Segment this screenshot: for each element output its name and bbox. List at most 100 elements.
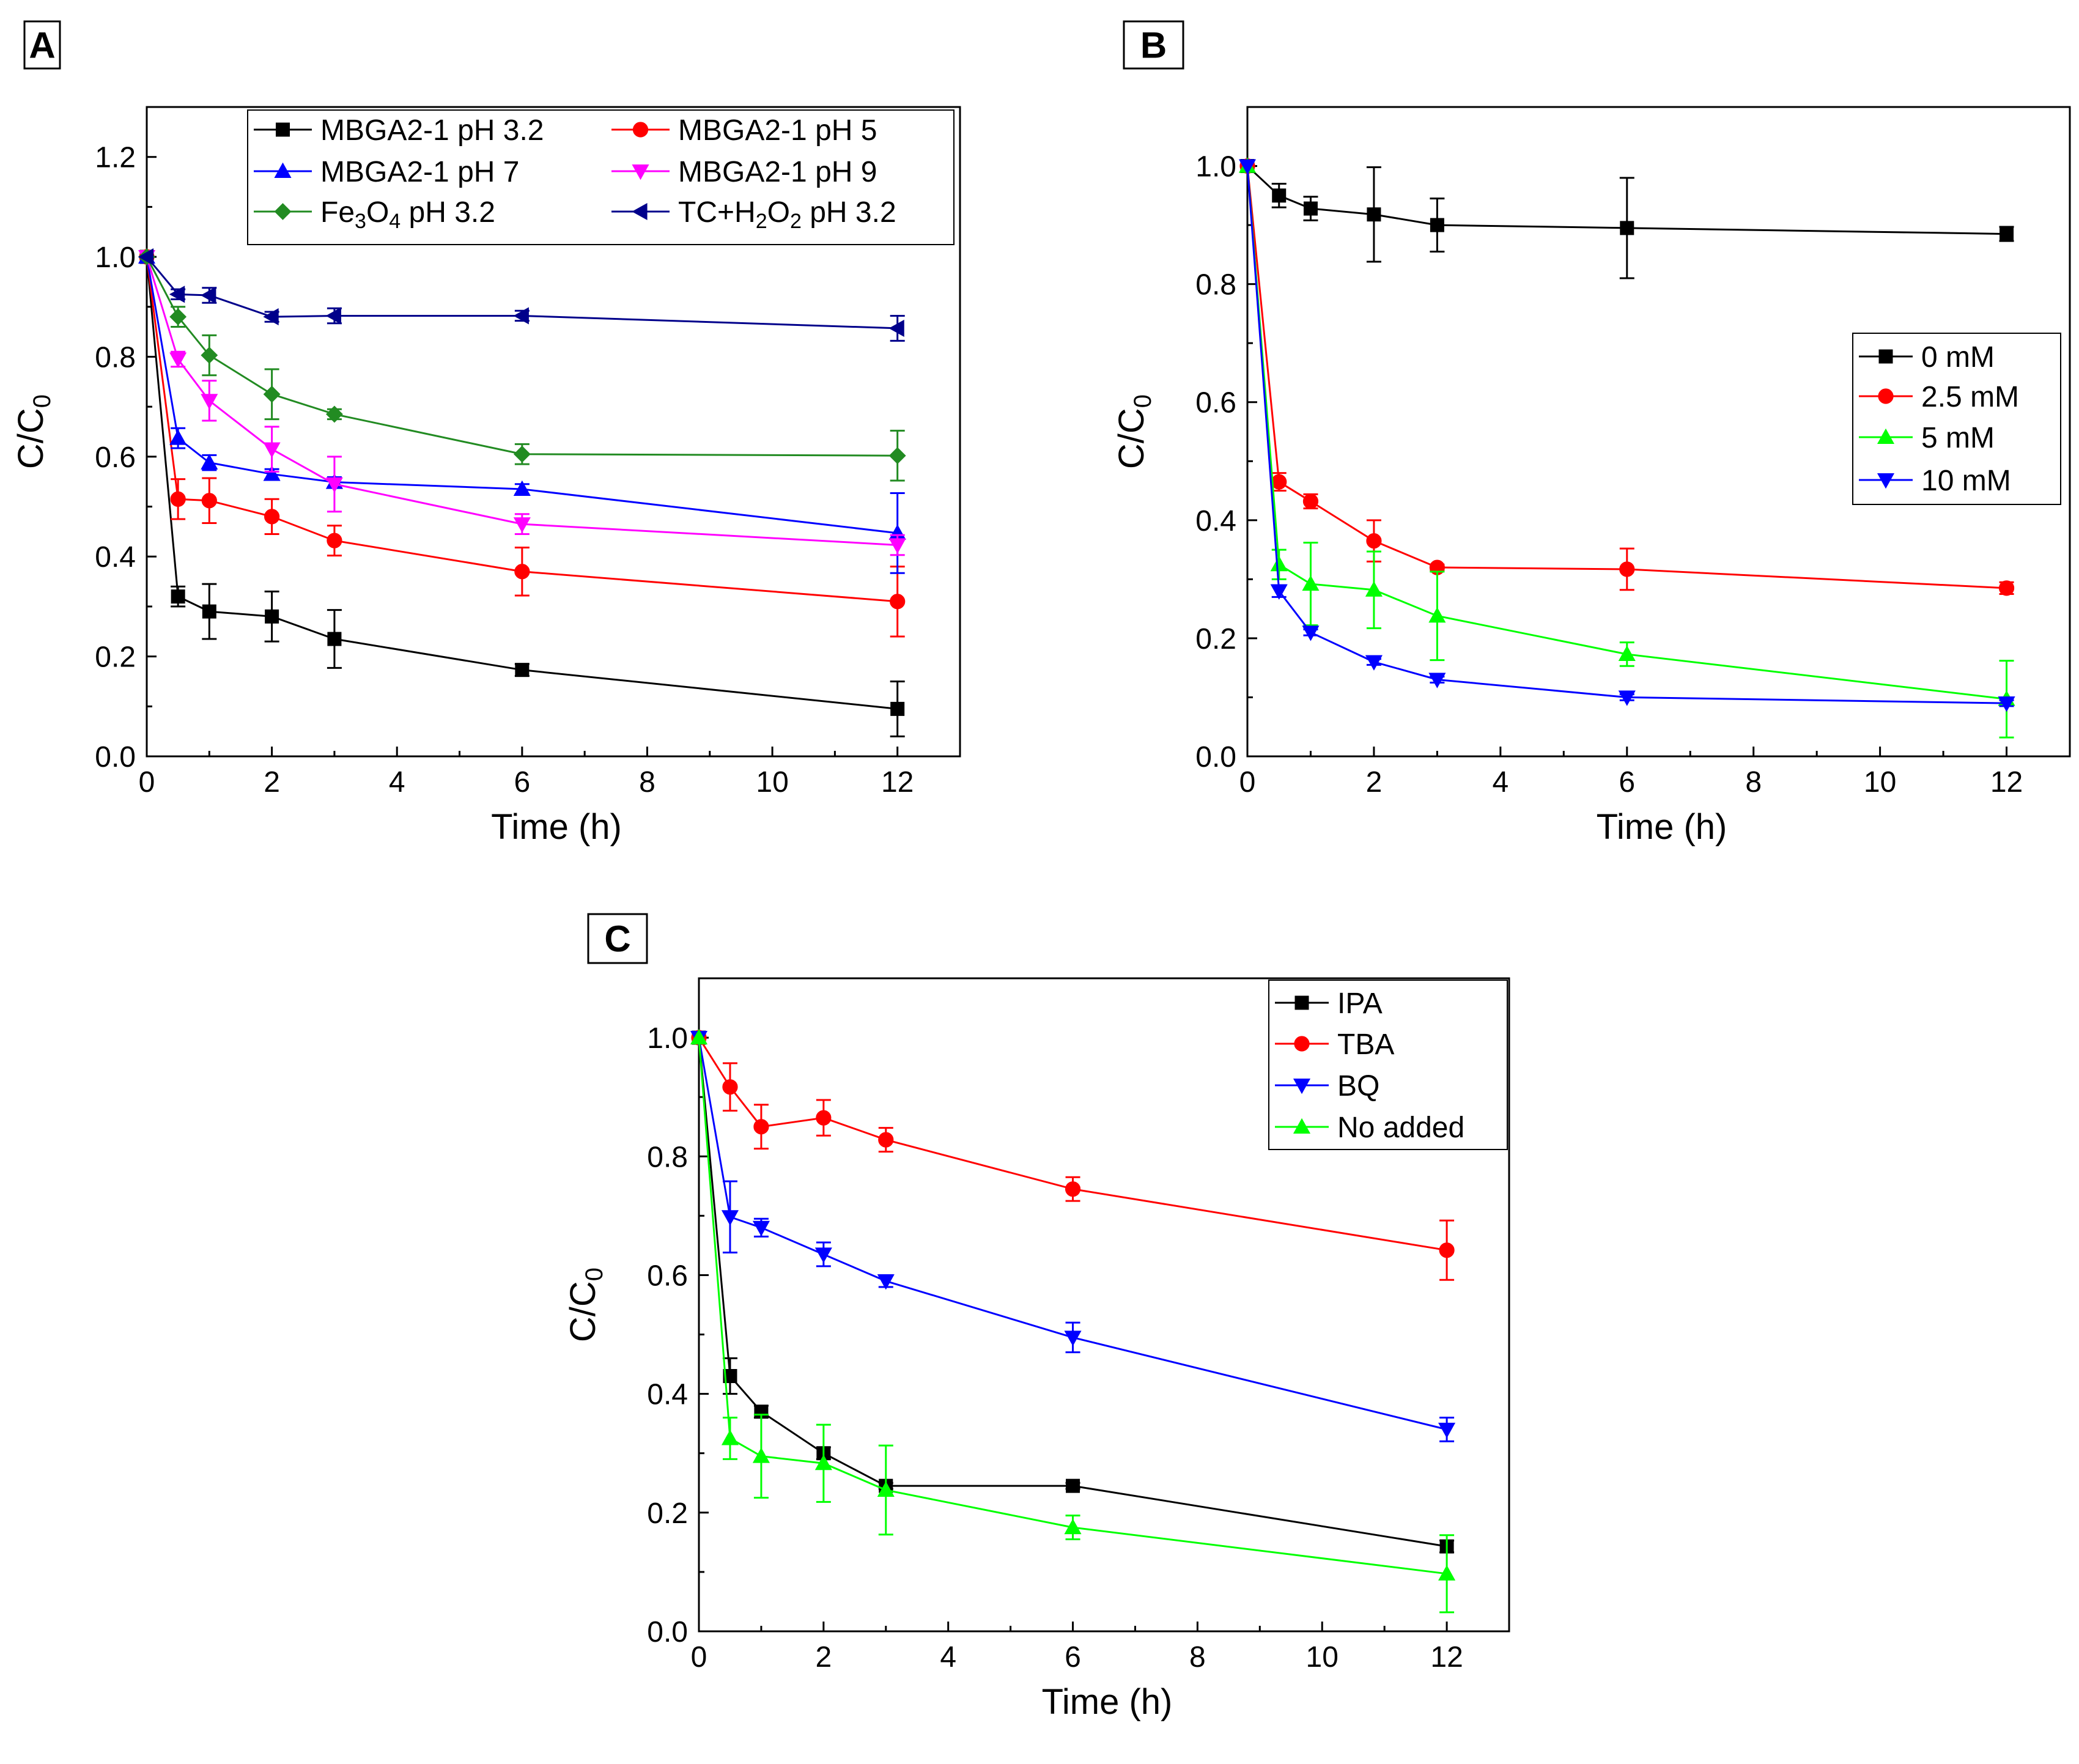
data-point	[201, 347, 218, 364]
x-tick-label: 0	[691, 1641, 707, 1674]
data-point	[264, 509, 280, 525]
legend-marker	[274, 203, 292, 220]
legend-label: 0 mM	[1921, 341, 1995, 374]
x-axis-title: Time (h)	[1597, 807, 1727, 847]
legend: IPA TBA BQ No added	[1268, 980, 1508, 1150]
data-point	[1430, 218, 1444, 232]
x-tick-label: 0	[1239, 766, 1256, 799]
y-tick-label: 0.0	[95, 741, 136, 773]
x-tick-label: 10	[1306, 1641, 1339, 1674]
series-tba	[691, 1030, 1455, 1281]
legend-label: No added	[1337, 1112, 1464, 1144]
data-point	[201, 493, 217, 509]
data-point	[263, 308, 279, 326]
data-point	[752, 1447, 770, 1463]
data-point	[265, 609, 279, 624]
data-point	[752, 1220, 770, 1237]
data-point	[2000, 227, 2014, 242]
y-tick-label: 0.4	[647, 1379, 688, 1411]
data-point	[1428, 607, 1446, 623]
data-point	[1998, 696, 2015, 712]
data-point	[1303, 201, 1318, 216]
x-tick-label: 4	[940, 1641, 956, 1674]
legend-label: 2.5 mM	[1921, 381, 2019, 413]
data-point	[1365, 655, 1383, 671]
y-tick-label: 0.0	[647, 1616, 688, 1648]
legend-marker	[274, 162, 292, 179]
data-point	[721, 1210, 739, 1226]
panel-letter-box	[23, 20, 61, 70]
data-point	[690, 1028, 708, 1045]
data-point	[890, 594, 906, 610]
data-point	[1439, 1242, 1455, 1258]
legend-label: MBGA2-1 pH 5	[678, 114, 877, 147]
legend-label: Fe3O4 pH 3.2	[320, 196, 495, 233]
plot-frame	[146, 106, 961, 758]
data-point	[1064, 1518, 1082, 1535]
data-point	[814, 1455, 832, 1471]
data-point	[888, 538, 906, 554]
data-point	[888, 319, 904, 337]
data-point	[1998, 580, 2015, 596]
series-10-mm	[1238, 159, 2015, 712]
data-point	[1619, 561, 1635, 577]
series-mbga2-1-ph-3-2	[139, 249, 905, 737]
data-point	[169, 352, 187, 368]
legend-marker	[632, 164, 649, 180]
x-tick-label: 4	[389, 766, 405, 799]
legend-label: 5 mM	[1921, 422, 1995, 454]
data-point	[1302, 575, 1320, 591]
plot-frame	[698, 977, 1510, 1633]
x-tick-label: 10	[1864, 766, 1896, 799]
data-point	[201, 286, 216, 304]
legend-label: BQ	[1337, 1070, 1379, 1102]
panel-letter-box	[1123, 20, 1184, 70]
data-point	[263, 385, 281, 403]
legend-label: MBGA2-1 pH 7	[320, 156, 519, 188]
y-tick-label: 0.4	[1195, 505, 1236, 537]
data-point	[263, 465, 281, 481]
x-tick-label: 8	[1189, 1641, 1206, 1674]
series-fe3o4-ph-3-2	[138, 248, 906, 482]
panel-letter: A	[29, 25, 55, 66]
legend: 0 mM 2.5 mM 5 mM 10 mM	[1852, 333, 2061, 505]
data-point	[170, 491, 186, 507]
y-axis-title: C/C0	[11, 394, 56, 469]
data-point	[722, 1079, 738, 1095]
data-point	[877, 1481, 895, 1497]
x-tick-label: 8	[1745, 766, 1762, 799]
series-bq	[690, 1031, 1456, 1442]
x-tick-label: 8	[639, 766, 655, 799]
y-tick-label: 0.8	[647, 1141, 688, 1173]
data-point	[1271, 474, 1287, 490]
data-point	[263, 442, 281, 458]
data-point	[890, 701, 905, 716]
y-axis-title: C/C0	[1112, 394, 1156, 469]
data-point	[1302, 493, 1319, 509]
x-tick-label: 0	[139, 766, 155, 799]
x-tick-label: 2	[815, 1641, 832, 1674]
legend-marker	[1878, 349, 1893, 364]
legend-marker	[1294, 995, 1309, 1010]
data-point	[326, 405, 343, 423]
series-tc-h2o2-ph-3-2	[138, 248, 905, 342]
data-point	[515, 663, 530, 677]
legend-marker	[1293, 1078, 1311, 1094]
series-mbga2-1-ph-5	[139, 249, 906, 638]
data-point	[1365, 581, 1383, 597]
legend-label: 10 mM	[1921, 465, 2011, 497]
data-point	[753, 1119, 769, 1135]
data-point	[327, 533, 342, 548]
data-point	[1618, 690, 1636, 706]
legend-marker	[1878, 388, 1894, 404]
data-point	[169, 308, 187, 326]
y-tick-label: 1.0	[647, 1022, 688, 1055]
legend-marker	[1294, 1036, 1310, 1052]
data-point	[816, 1110, 832, 1126]
x-tick-label: 2	[1366, 766, 1383, 799]
data-point	[1272, 188, 1287, 203]
data-point	[1620, 221, 1634, 235]
data-point	[1618, 645, 1636, 662]
x-tick-label: 12	[1990, 766, 2023, 799]
